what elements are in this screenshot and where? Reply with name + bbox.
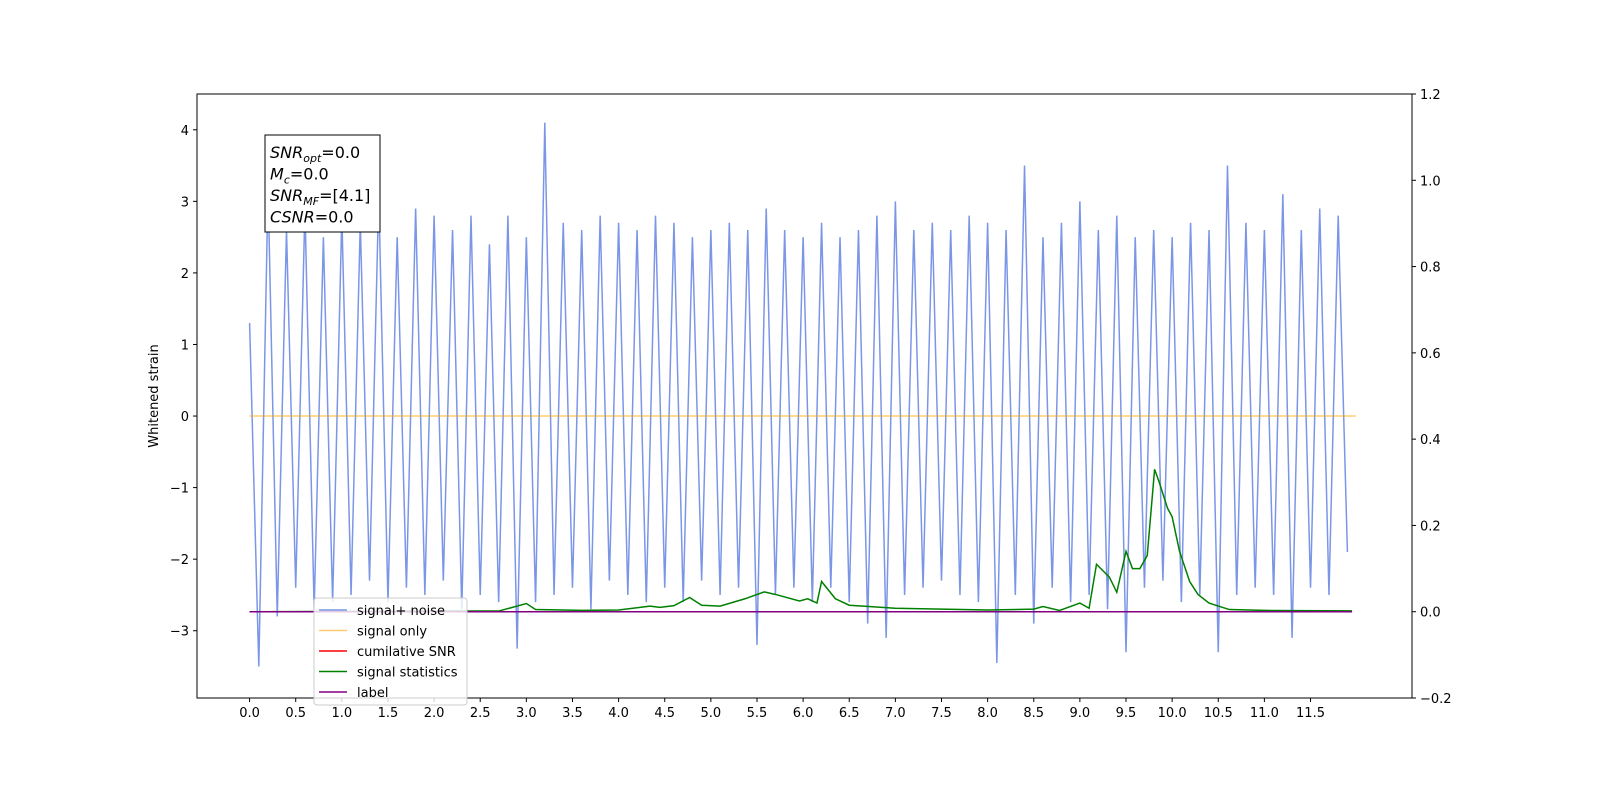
plot-frame bbox=[196, 93, 1413, 699]
y2-tick-label: 0.2 bbox=[1420, 519, 1441, 534]
x-tick-label: 10.0 bbox=[1158, 706, 1187, 721]
y2-tick-label: 0.4 bbox=[1420, 433, 1441, 448]
x-tick-label: 7.5 bbox=[931, 706, 952, 721]
y2-tick-label: 1.0 bbox=[1420, 174, 1441, 189]
x-tick-label: 10.5 bbox=[1204, 706, 1233, 721]
annotation-symbol: SNR bbox=[270, 143, 303, 162]
x-tick-label: 2.0 bbox=[424, 706, 445, 721]
legend-label: cumilative SNR bbox=[357, 645, 456, 660]
x-tick-label: 6.5 bbox=[839, 706, 860, 721]
y-tick-label: −3 bbox=[170, 625, 189, 640]
y2-tick-label: 0.6 bbox=[1420, 347, 1441, 362]
annotation-line: CSNR=0.0 bbox=[270, 208, 354, 227]
x-tick-label: 1.0 bbox=[331, 706, 352, 721]
legend-label: signal statistics bbox=[357, 666, 458, 681]
y-tick-label: 0 bbox=[181, 410, 189, 425]
x-tick-label: 3.0 bbox=[516, 706, 537, 721]
x-tick-label: 6.0 bbox=[793, 706, 814, 721]
annotation-text: =0.0 bbox=[315, 208, 354, 227]
annotation-line: SNRMF=[4.1] bbox=[270, 186, 370, 208]
series-line bbox=[249, 469, 1353, 613]
series-line bbox=[248, 122, 1349, 667]
x-tick-label: 8.0 bbox=[977, 706, 998, 721]
y2-tick-label: 0.0 bbox=[1420, 606, 1441, 621]
annotation-symbol: M bbox=[270, 165, 284, 184]
annotation-text: =0.0 bbox=[321, 143, 360, 162]
annotation-subscript: opt bbox=[303, 152, 322, 165]
y-tick-label: 1 bbox=[181, 338, 189, 353]
annotation-subscript: MF bbox=[303, 195, 319, 208]
x-tick-label: 0.0 bbox=[239, 706, 260, 721]
y-tick-label: −2 bbox=[170, 553, 189, 568]
x-tick-label: 1.5 bbox=[378, 706, 399, 721]
y2-tick-label: 1.2 bbox=[1420, 88, 1441, 103]
annotation-symbol: SNR bbox=[270, 186, 303, 205]
x-tick-label: 5.5 bbox=[747, 706, 768, 721]
y-tick-label: 2 bbox=[181, 267, 189, 282]
y2-tick-label: −0.2 bbox=[1420, 692, 1452, 707]
annotation-subscript: c bbox=[284, 174, 290, 187]
annotation-frame bbox=[264, 134, 381, 233]
x-tick-label: 9.5 bbox=[1116, 706, 1137, 721]
legend-label: signal+ noise bbox=[357, 604, 445, 619]
x-tick-label: 5.0 bbox=[701, 706, 722, 721]
x-tick-label: 4.0 bbox=[608, 706, 629, 721]
y-axis-label: Whitened strain bbox=[147, 344, 162, 447]
annotation-text: =0.0 bbox=[290, 165, 329, 184]
x-tick-label: 11.0 bbox=[1250, 706, 1279, 721]
y-tick-label: −1 bbox=[170, 482, 189, 497]
x-tick-label: 9.0 bbox=[1070, 706, 1091, 721]
y-tick-label: 3 bbox=[181, 195, 189, 210]
x-tick-label: 0.5 bbox=[285, 706, 306, 721]
y-tick-label: 4 bbox=[181, 124, 189, 139]
annotation-text: =[4.1] bbox=[319, 186, 370, 205]
annotation-symbol: CSNR bbox=[270, 208, 315, 227]
legend-frame bbox=[313, 597, 468, 706]
x-tick-label: 8.5 bbox=[1023, 706, 1044, 721]
x-tick-label: 2.5 bbox=[470, 706, 491, 721]
annotation-line: SNRopt=0.0 bbox=[270, 143, 360, 165]
x-tick-label: 11.5 bbox=[1296, 706, 1325, 721]
x-tick-label: 7.0 bbox=[885, 706, 906, 721]
legend-label: label bbox=[357, 686, 388, 701]
legend: signal+ noise signal only cumilative SNR si… bbox=[313, 597, 468, 706]
x-tick-label: 4.5 bbox=[654, 706, 675, 721]
annotation-line: Mc=0.0 bbox=[270, 165, 329, 187]
y2-tick-label: 0.8 bbox=[1420, 261, 1441, 276]
legend-label: signal only bbox=[357, 625, 427, 640]
x-tick-label: 3.5 bbox=[562, 706, 583, 721]
